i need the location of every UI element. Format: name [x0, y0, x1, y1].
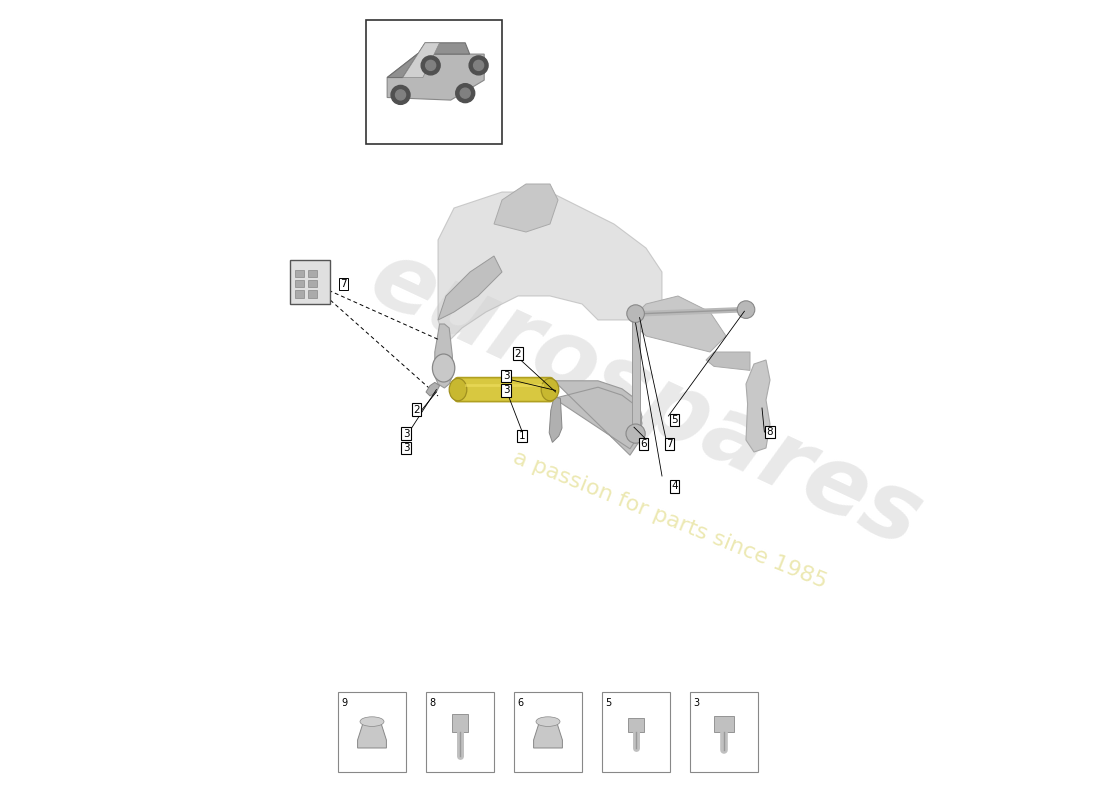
Bar [628, 718, 643, 732]
Circle shape [474, 60, 484, 70]
Circle shape [396, 90, 406, 100]
Circle shape [426, 60, 436, 70]
Text: 1: 1 [519, 431, 526, 441]
Bar [308, 280, 317, 287]
FancyBboxPatch shape [454, 378, 553, 402]
Ellipse shape [541, 378, 559, 401]
Polygon shape [494, 184, 558, 232]
Bar [295, 270, 304, 277]
Polygon shape [434, 324, 452, 388]
Text: 7: 7 [340, 279, 346, 289]
Text: 3: 3 [403, 443, 409, 453]
Bar [631, 314, 639, 434]
Ellipse shape [432, 354, 454, 382]
Bar [308, 270, 317, 277]
Polygon shape [549, 397, 562, 442]
Bar [366, 20, 502, 144]
Polygon shape [438, 192, 662, 344]
Circle shape [421, 56, 440, 75]
Polygon shape [746, 360, 770, 452]
Circle shape [392, 86, 410, 104]
Bar [514, 692, 582, 772]
Bar [308, 290, 317, 298]
Bar [295, 290, 304, 298]
Polygon shape [438, 256, 502, 320]
Bar [295, 280, 304, 287]
Text: 9: 9 [341, 698, 348, 709]
Ellipse shape [536, 717, 560, 726]
Bar [338, 692, 406, 772]
Bar [426, 692, 494, 772]
Polygon shape [554, 381, 642, 455]
Bar [602, 692, 670, 772]
Polygon shape [387, 54, 484, 100]
Ellipse shape [360, 717, 384, 726]
Text: 3: 3 [403, 429, 409, 438]
Text: 8: 8 [429, 698, 436, 709]
Circle shape [460, 88, 470, 98]
Circle shape [469, 56, 488, 75]
Text: 7: 7 [666, 439, 672, 449]
Circle shape [627, 305, 645, 322]
Circle shape [455, 84, 475, 102]
Text: 2: 2 [515, 349, 521, 358]
Bar [690, 692, 758, 772]
Text: 6: 6 [517, 698, 524, 709]
Text: a passion for parts since 1985: a passion for parts since 1985 [510, 448, 829, 592]
Text: eurospares: eurospares [355, 232, 936, 568]
Bar [290, 260, 330, 304]
Text: 3: 3 [693, 698, 700, 709]
Polygon shape [630, 296, 726, 352]
Circle shape [737, 301, 755, 318]
Text: 4: 4 [671, 482, 678, 491]
Bar [452, 714, 468, 732]
Bar [714, 716, 734, 732]
Text: 5: 5 [605, 698, 612, 709]
Text: 3: 3 [503, 371, 509, 381]
Text: 2: 2 [414, 405, 420, 414]
Text: 3: 3 [503, 386, 509, 395]
Polygon shape [387, 43, 470, 78]
Ellipse shape [449, 378, 466, 401]
Polygon shape [426, 382, 440, 396]
Polygon shape [534, 720, 562, 748]
Text: 8: 8 [767, 427, 773, 437]
Circle shape [626, 424, 646, 443]
Polygon shape [403, 43, 440, 78]
Polygon shape [358, 720, 386, 748]
Polygon shape [706, 352, 750, 370]
Text: 6: 6 [640, 439, 647, 449]
Text: 5: 5 [671, 415, 678, 425]
